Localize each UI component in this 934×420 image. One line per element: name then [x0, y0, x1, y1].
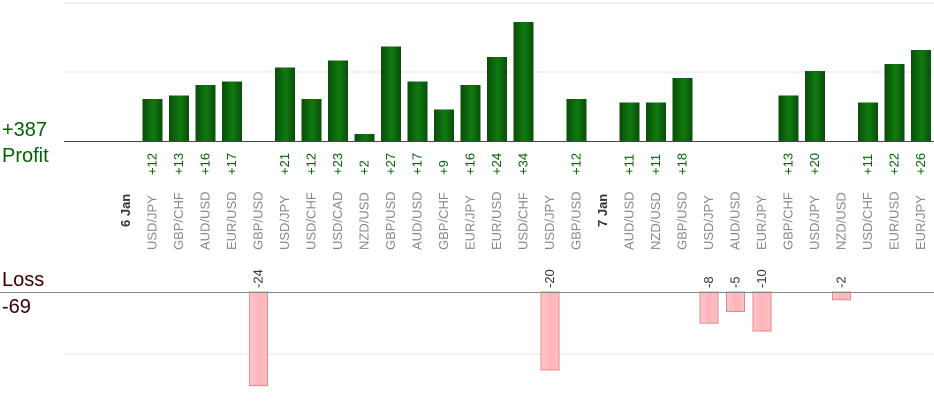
profit-data-label: +13: [781, 153, 796, 175]
category-label: GBP/USD: [383, 191, 398, 250]
profit-bar: [884, 64, 905, 141]
category-label: AUD/USD: [410, 191, 425, 250]
profit-bar: [169, 95, 189, 141]
category-label: USD/JPY: [701, 195, 716, 250]
category-label: EUR/JPY: [913, 195, 928, 250]
category-label: GBP/USD: [569, 191, 584, 250]
profit-bar: [619, 102, 640, 141]
loss-data-label: -24: [251, 269, 266, 288]
profit-data-label: +11: [860, 154, 875, 175]
profit-data-label: +2: [357, 160, 372, 175]
profit-data-label: +11: [622, 154, 637, 175]
loss-bar: [752, 291, 772, 332]
bars: [142, 22, 931, 387]
category-label: GBP/CHF: [171, 192, 186, 250]
profit-data-label: +23: [330, 153, 345, 175]
category-label: USD/CAD: [330, 191, 345, 250]
category-label: GBP/CHF: [781, 192, 796, 250]
profit-data-label: +16: [198, 153, 213, 175]
loss-data-label: -8: [701, 276, 716, 288]
loss-bar: [832, 291, 851, 301]
profit-bar: [778, 95, 799, 141]
profit-bar: [513, 22, 534, 141]
category-label: EUR/JPY: [754, 195, 769, 250]
day-label: 6 Jan: [118, 194, 133, 227]
loss-label: Loss: [2, 269, 45, 291]
category-label: NZD/USD: [357, 192, 372, 250]
profit-total: +387: [2, 119, 48, 141]
profit-data-label: +20: [807, 153, 822, 175]
category-label: EUR/USD: [224, 191, 239, 250]
profit-data-label: +17: [410, 153, 425, 175]
category-label: NZD/USD: [648, 192, 663, 250]
loss-data-label: -2: [834, 276, 849, 288]
profit-bar: [222, 81, 242, 141]
profit-bar: [381, 46, 401, 141]
profit-bar: [142, 99, 163, 141]
loss-data-label: -5: [728, 276, 743, 288]
profit-bar: [858, 102, 878, 141]
profit-data-label: +21: [277, 153, 292, 175]
profit-data-label: +17: [224, 153, 239, 175]
profit-data-label: +12: [145, 153, 160, 175]
loss-bar: [540, 291, 560, 371]
category-label: NZD/USD: [834, 192, 849, 250]
category-label: USD/JPY: [145, 195, 160, 250]
category-label: USD/CHF: [860, 192, 875, 250]
category-label: USD/CHF: [516, 192, 531, 250]
category-label: USD/JPY: [277, 195, 292, 250]
day-label: 7 Jan: [595, 194, 610, 227]
profit-data-label: +26: [913, 153, 928, 175]
profit-bar: [487, 57, 507, 141]
profit-bar: [646, 102, 666, 141]
loss-bar: [726, 291, 745, 312]
profit-bar: [434, 109, 454, 141]
loss-data-label: -20: [542, 269, 557, 288]
loss-total: -69: [2, 296, 31, 318]
profit-label: Profit: [2, 145, 49, 167]
profit-data-label: +34: [516, 153, 531, 175]
profit-data-label: +18: [675, 153, 690, 175]
profit-bar: [566, 99, 587, 141]
profit-bar: [354, 134, 375, 141]
profit-data-label: +11: [648, 154, 663, 175]
profit-data-label: +16: [463, 153, 478, 175]
profit-bar: [195, 85, 216, 141]
profit-data-label: +13: [171, 153, 186, 175]
profit-bar: [301, 99, 322, 141]
profit-data-label: +9: [436, 160, 451, 175]
category-label: USD/JPY: [807, 195, 822, 250]
category-label: GBP/CHF: [436, 192, 451, 250]
category-label: EUR/JPY: [463, 195, 478, 250]
labels: 6 Jan USD/JPY +12 GBP/CHF +13 AUD/USD +16 EUR/U…: [118, 153, 928, 288]
profit-bar: [407, 81, 428, 141]
loss-data-label: -10: [754, 269, 769, 288]
profit-bar: [911, 50, 931, 141]
category-label: EUR/USD: [489, 191, 504, 250]
category-label: EUR/USD: [887, 191, 902, 250]
profit-data-label: +12: [569, 153, 584, 175]
profit-bar: [328, 60, 348, 141]
profit-data-label: +12: [304, 153, 319, 175]
loss-bar: [249, 291, 268, 387]
profit-data-label: +24: [489, 153, 504, 175]
category-label: USD/JPY: [542, 195, 557, 250]
loss-bar: [699, 291, 719, 324]
category-label: GBP/USD: [251, 191, 266, 250]
profit-bar: [460, 85, 481, 141]
category-label: GBP/USD: [675, 191, 690, 250]
profit-bar: [672, 78, 693, 141]
category-label: USD/CHF: [304, 192, 319, 250]
profit-bar: [805, 71, 825, 141]
category-label: AUD/USD: [728, 191, 743, 250]
profit-bar: [275, 67, 295, 141]
category-label: AUD/USD: [622, 191, 637, 250]
gridlines: [64, 2, 934, 355]
profit-data-label: +22: [887, 153, 902, 175]
category-label: AUD/USD: [198, 191, 213, 250]
profit-data-label: +27: [383, 153, 398, 175]
